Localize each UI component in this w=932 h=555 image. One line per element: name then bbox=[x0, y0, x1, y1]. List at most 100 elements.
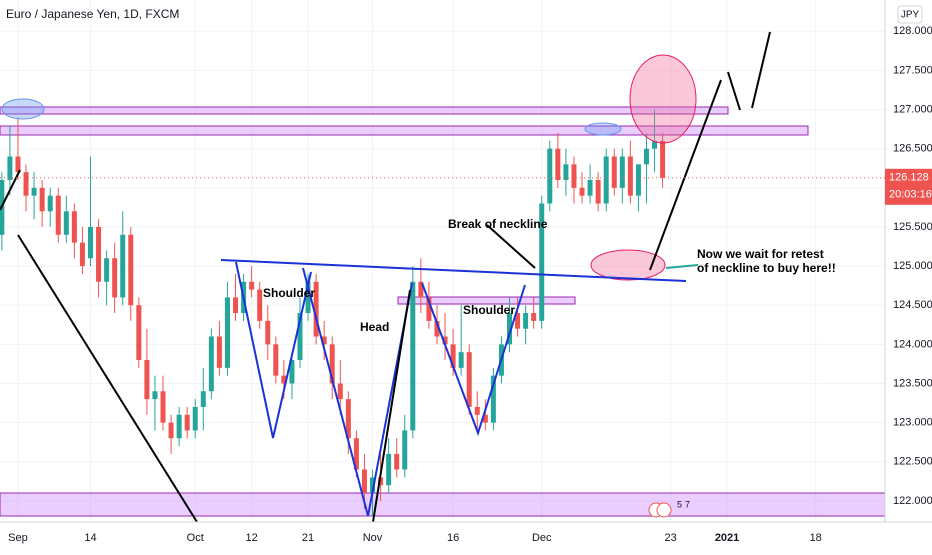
x-tick-label: 14 bbox=[84, 532, 96, 544]
drawings bbox=[0, 31, 771, 523]
x-tick-label: 12 bbox=[246, 532, 258, 544]
pattern-line bbox=[421, 282, 526, 437]
candle-body bbox=[611, 156, 617, 188]
candle-body bbox=[281, 375, 287, 384]
price-label: 126.128 bbox=[889, 172, 929, 184]
y-tick-label: 127.000 bbox=[893, 103, 932, 115]
annotation: Break of neckline bbox=[448, 217, 548, 231]
y-tick-label: 122.500 bbox=[893, 456, 932, 468]
arrow bbox=[486, 224, 536, 269]
highlight bbox=[584, 122, 622, 136]
x-tick-label: Sep bbox=[8, 532, 28, 544]
candle-body bbox=[353, 438, 359, 470]
candle-body bbox=[96, 226, 102, 282]
candle-body bbox=[603, 156, 609, 204]
neckline bbox=[220, 259, 687, 282]
candle-body bbox=[507, 313, 513, 345]
candle-body bbox=[79, 242, 85, 267]
candle-body bbox=[104, 258, 110, 282]
candle-body bbox=[216, 336, 222, 368]
y-tick-label: 123.500 bbox=[893, 377, 932, 389]
y-tick-label: 128.000 bbox=[893, 25, 932, 37]
highlight bbox=[629, 54, 697, 144]
candle-body bbox=[563, 164, 569, 180]
candle-body bbox=[410, 281, 416, 431]
y-tick-label: 123.000 bbox=[893, 417, 932, 429]
y-tick-label: 127.500 bbox=[893, 64, 932, 76]
x-tick-label: 16 bbox=[447, 532, 459, 544]
candle-body bbox=[370, 477, 376, 494]
candle-body bbox=[361, 469, 367, 494]
event-count: 7 bbox=[685, 499, 690, 509]
candle-body bbox=[160, 391, 166, 423]
x-tick-label: Dec bbox=[532, 532, 552, 544]
event-icon[interactable] bbox=[656, 502, 672, 518]
candle-body bbox=[289, 360, 295, 384]
candle-body bbox=[184, 414, 190, 431]
candle-body bbox=[490, 375, 496, 423]
y-tick-label: 125.500 bbox=[893, 221, 932, 233]
price-label-box bbox=[885, 168, 932, 205]
candle-body bbox=[55, 195, 61, 235]
candle-body bbox=[305, 281, 311, 314]
candle-body bbox=[23, 172, 29, 196]
candle-body bbox=[466, 352, 472, 407]
candle-body bbox=[273, 344, 279, 376]
arrow bbox=[17, 234, 198, 523]
candle-body bbox=[313, 281, 319, 337]
y-tick-label: 122.000 bbox=[893, 495, 932, 507]
candle-body bbox=[321, 336, 327, 345]
candle-body bbox=[208, 336, 214, 392]
candle-body bbox=[587, 180, 593, 196]
candle-body bbox=[63, 211, 69, 235]
candle-body bbox=[176, 414, 182, 439]
pattern-line bbox=[302, 267, 413, 517]
candle-body bbox=[474, 406, 480, 415]
y-tick-label: 124.500 bbox=[893, 299, 932, 311]
candle-body bbox=[515, 313, 521, 329]
currency-button[interactable] bbox=[897, 5, 923, 24]
arrow bbox=[372, 289, 411, 523]
candle-body bbox=[652, 140, 658, 149]
candle-body bbox=[434, 320, 440, 337]
candle-body bbox=[386, 453, 392, 486]
highlight bbox=[1, 98, 45, 120]
candle-body bbox=[47, 195, 53, 212]
candle-body bbox=[426, 297, 432, 321]
y-tick-label: 125.000 bbox=[893, 260, 932, 272]
candle-body bbox=[224, 297, 230, 368]
y-tick-label: 124.000 bbox=[893, 338, 932, 350]
candle-body bbox=[402, 430, 408, 470]
candle-body bbox=[595, 180, 601, 204]
x-tick-label: 21 bbox=[302, 532, 314, 544]
candle-body bbox=[144, 360, 150, 400]
candle-body bbox=[297, 313, 303, 360]
candle-body bbox=[15, 156, 21, 173]
candle-body bbox=[337, 383, 343, 400]
annotation: Shoulder bbox=[263, 286, 315, 300]
candle-body bbox=[643, 148, 649, 165]
x-tick-label: Nov bbox=[363, 532, 383, 544]
candle-body bbox=[531, 313, 537, 321]
annotation: Shoulder bbox=[463, 303, 515, 317]
candle-body bbox=[555, 148, 561, 180]
candle-body bbox=[539, 203, 545, 321]
candle-body bbox=[378, 477, 384, 486]
candle-body bbox=[635, 164, 641, 196]
candle-body bbox=[418, 281, 424, 298]
candle-body bbox=[31, 187, 37, 196]
candle-body bbox=[136, 305, 142, 360]
candle-body bbox=[482, 414, 488, 423]
candle-body bbox=[200, 391, 206, 407]
annotation: Head bbox=[360, 320, 389, 334]
arrow bbox=[751, 31, 771, 109]
candle-body bbox=[249, 281, 255, 290]
currency[interactable]: JPY bbox=[901, 10, 920, 21]
arrow bbox=[727, 71, 741, 111]
candle-body bbox=[112, 258, 118, 298]
shoulder-zone bbox=[397, 296, 576, 305]
y-tick-label: 126.500 bbox=[893, 143, 932, 155]
x-tick-label: 2021 bbox=[715, 532, 739, 544]
